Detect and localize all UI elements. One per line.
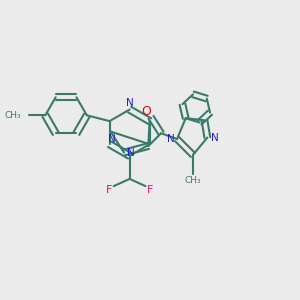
Text: N: N [211, 133, 218, 142]
Text: F: F [147, 185, 153, 196]
Text: N: N [108, 134, 116, 144]
Text: O: O [142, 105, 152, 118]
Text: N: N [128, 148, 135, 158]
Text: N: N [167, 134, 175, 144]
Text: F: F [106, 185, 112, 196]
Text: N: N [126, 98, 134, 108]
Text: CH₃: CH₃ [184, 176, 201, 184]
Text: CH₃: CH₃ [4, 111, 21, 120]
